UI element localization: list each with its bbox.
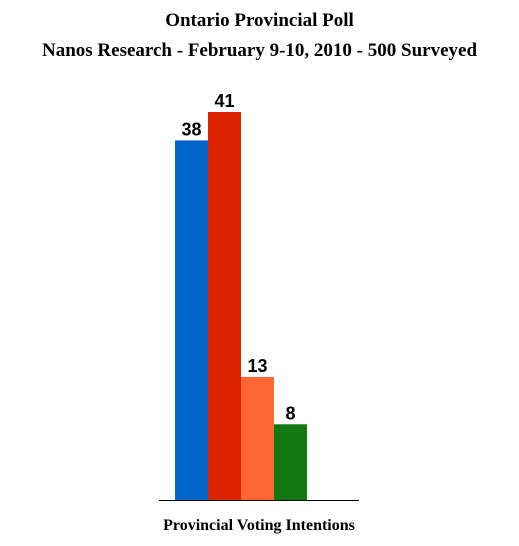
bar-2	[208, 112, 241, 500]
bars-layer	[175, 112, 307, 500]
chart-subtitle: Nanos Research - February 9-10, 2010 - 5…	[41, 40, 478, 61]
bar-value-label-4: 8	[285, 403, 295, 423]
bar-value-label-3: 13	[247, 356, 267, 376]
bar-3	[241, 376, 274, 500]
bar-value-label-1: 38	[181, 119, 201, 139]
bar-1	[175, 140, 208, 500]
chart-title: Ontario Provincial Poll	[165, 10, 354, 31]
bar-value-label-2: 41	[214, 91, 234, 111]
value-labels-layer: 38 41 13 8	[181, 91, 295, 423]
bar-4	[274, 424, 307, 500]
x-axis-label: Provincial Voting Intentions	[163, 517, 355, 534]
